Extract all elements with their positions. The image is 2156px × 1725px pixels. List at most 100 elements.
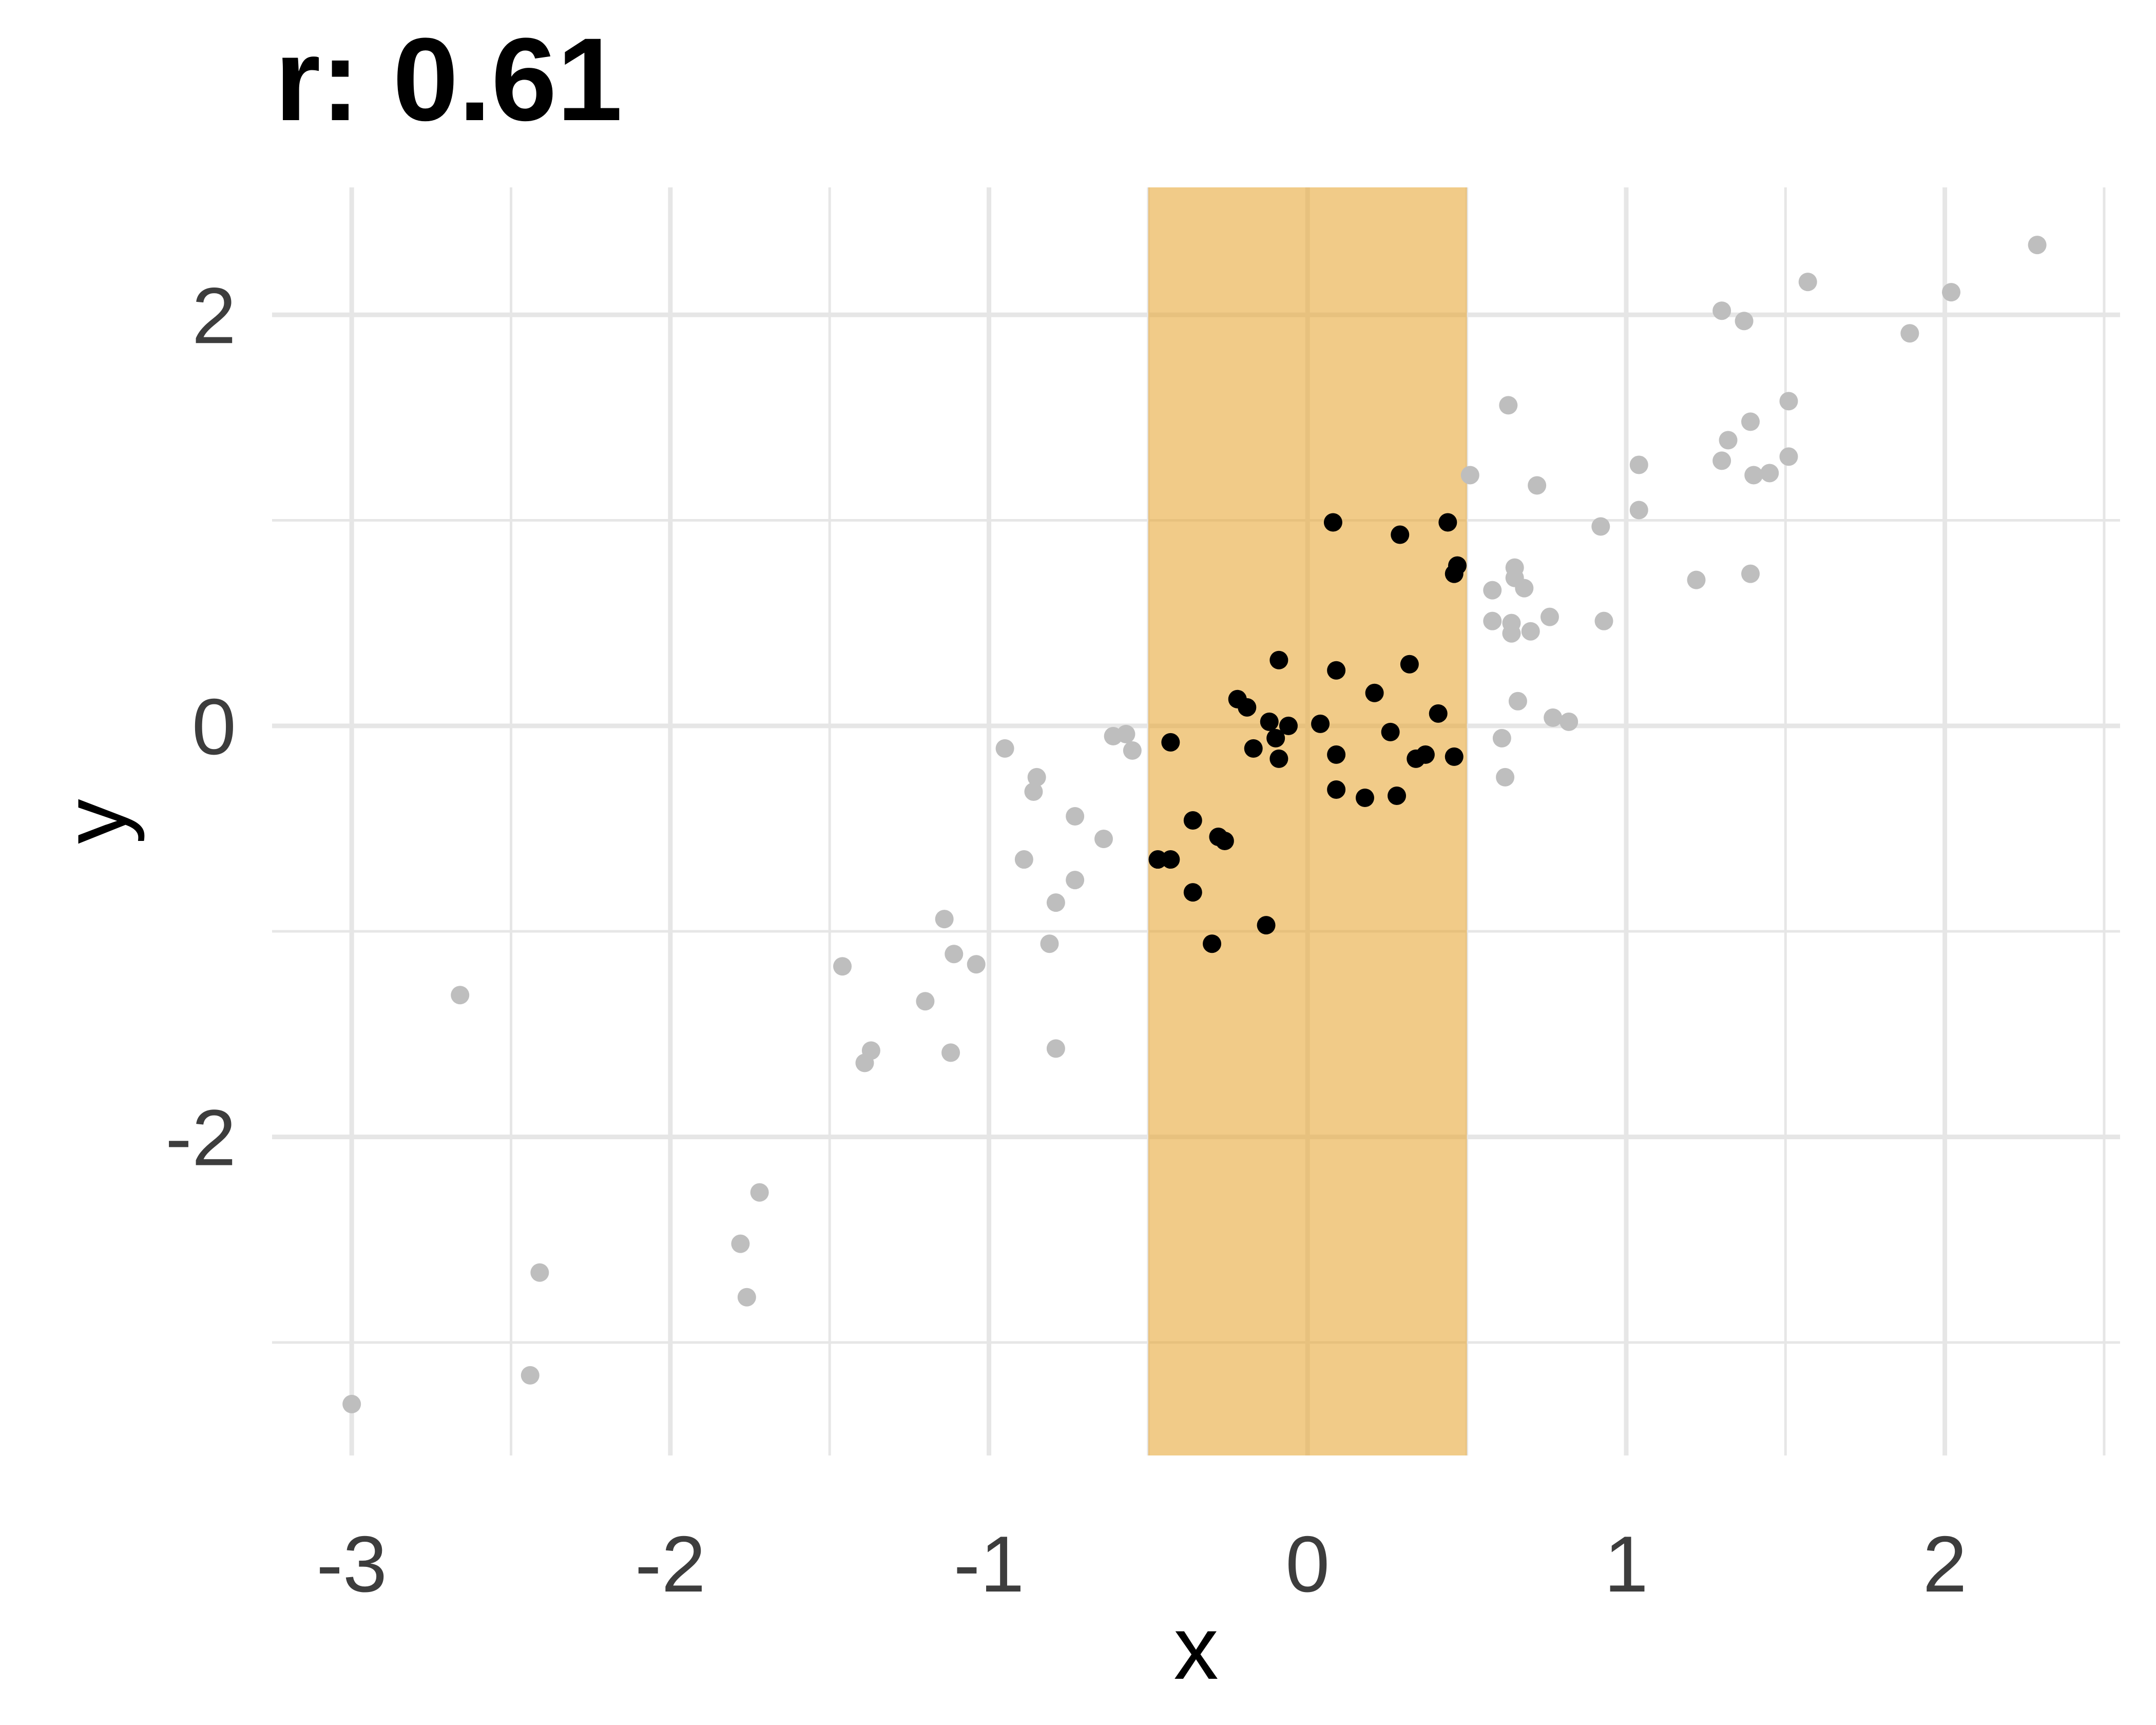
highlighted-point — [1327, 745, 1346, 764]
background-point — [1483, 581, 1502, 600]
background-point — [1046, 893, 1065, 912]
highlighted-point — [1257, 916, 1276, 935]
background-point — [1483, 611, 1502, 630]
background-point — [1900, 324, 1919, 343]
highlighted-point — [1183, 883, 1202, 902]
highlighted-point — [1203, 934, 1222, 953]
background-point — [1712, 301, 1731, 320]
background-point — [1521, 622, 1540, 641]
background-point — [1540, 607, 1559, 626]
background-point — [1760, 464, 1779, 483]
background-point — [1779, 392, 1798, 411]
background-point — [737, 1288, 756, 1307]
background-point — [1779, 447, 1798, 466]
background-point — [935, 910, 954, 929]
highlighted-point — [1183, 811, 1202, 830]
background-point — [1712, 451, 1731, 470]
x-tick-label: 1 — [1604, 1520, 1648, 1608]
background-point — [1544, 708, 1563, 727]
y-axis-label: y — [45, 799, 145, 844]
highlighted-point — [1161, 733, 1180, 752]
highlighted-point — [1215, 832, 1234, 851]
background-point — [1116, 724, 1135, 743]
background-point — [1094, 830, 1113, 849]
background-point — [2028, 236, 2047, 255]
x-axis-label: x — [1173, 1598, 1219, 1698]
highlighted-point — [1244, 739, 1263, 758]
y-tick-label: 0 — [192, 682, 236, 771]
highlighted-point — [1327, 661, 1346, 680]
y-tick-label: 2 — [192, 271, 236, 360]
x-tick-label: -1 — [954, 1520, 1025, 1608]
background-point — [1594, 611, 1613, 630]
background-point — [1528, 476, 1547, 495]
background-point — [1508, 692, 1527, 711]
background-point — [1741, 564, 1760, 583]
highlighted-point — [1445, 747, 1464, 766]
tick-labels: -3 -2 -1 0 1 2 -2 0 2 — [165, 271, 1967, 1608]
background-point — [1735, 312, 1754, 331]
highlighted-point — [1161, 850, 1180, 869]
highlighted-point — [1148, 850, 1167, 869]
highlighted-point — [1260, 712, 1279, 731]
background-point — [1066, 871, 1085, 890]
highlighted-point — [1327, 780, 1346, 799]
background-point — [1040, 934, 1059, 953]
background-point — [1744, 466, 1763, 485]
background-point — [941, 1043, 960, 1062]
background-point — [1629, 455, 1648, 474]
background-point — [945, 945, 964, 964]
highlighted-point — [1279, 716, 1298, 735]
highlighted-point — [1400, 655, 1419, 674]
background-point — [1027, 768, 1046, 787]
background-point — [1502, 614, 1521, 632]
data-points — [342, 236, 2047, 1413]
background-point — [1460, 466, 1479, 485]
background-point — [1629, 501, 1648, 520]
background-point — [995, 739, 1014, 758]
highlighted-point — [1438, 513, 1457, 532]
background-point — [1798, 273, 1817, 292]
highlighted-point — [1311, 714, 1330, 733]
x-tick-label: 0 — [1285, 1520, 1330, 1608]
highlighted-point — [1323, 513, 1342, 532]
background-point — [1591, 517, 1610, 536]
highlighted-point — [1429, 704, 1448, 723]
background-point — [1741, 412, 1760, 431]
highlighted-point — [1448, 556, 1467, 575]
background-point — [342, 1394, 361, 1413]
background-point — [1024, 782, 1043, 801]
chart-title: r: 0.61 — [275, 13, 623, 145]
highlighted-point — [1388, 786, 1407, 805]
highlighted-point — [1238, 698, 1257, 717]
background-point — [1046, 1039, 1065, 1058]
highlighted-point — [1269, 749, 1288, 768]
background-point — [967, 955, 986, 974]
background-point — [1123, 741, 1142, 760]
highlighted-point — [1355, 788, 1374, 807]
highlighted-point — [1266, 729, 1285, 747]
background-point — [1560, 712, 1578, 731]
x-tick-label: 2 — [1923, 1520, 1967, 1608]
highlighted-point — [1391, 525, 1410, 544]
highlighted-point — [1381, 722, 1400, 741]
background-point — [1942, 283, 1961, 302]
highlighted-point — [1416, 745, 1435, 764]
background-point — [1515, 579, 1534, 598]
x-tick-label: -3 — [316, 1520, 387, 1608]
x-tick-label: -2 — [635, 1520, 706, 1608]
highlighted-point — [1269, 650, 1288, 669]
background-point — [1066, 807, 1085, 826]
background-point — [1496, 768, 1515, 787]
highlighted-point — [1365, 683, 1384, 702]
background-point — [861, 1041, 880, 1060]
background-point — [731, 1234, 750, 1253]
background-point — [833, 957, 852, 976]
background-point — [451, 986, 470, 1005]
background-point — [1492, 729, 1511, 747]
background-point — [521, 1366, 540, 1385]
background-point — [750, 1183, 769, 1202]
background-point — [916, 992, 935, 1011]
background-point — [530, 1263, 549, 1282]
